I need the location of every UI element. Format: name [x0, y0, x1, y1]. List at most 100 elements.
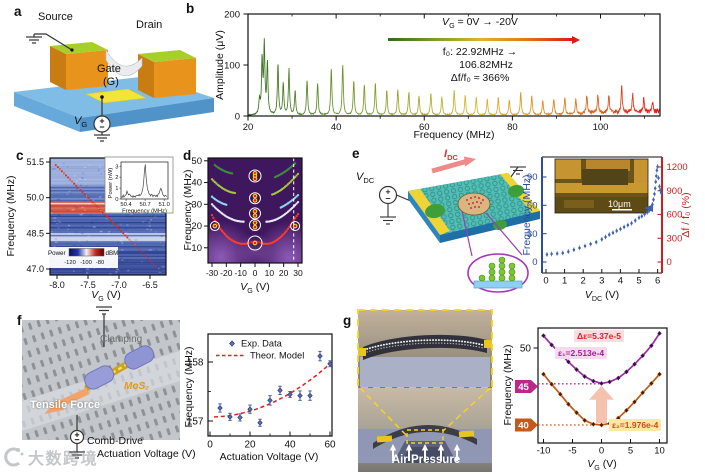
label-idc: IDC — [444, 148, 458, 163]
gate-electrode — [84, 88, 148, 104]
annotation-epsilon2: ε₂=1.976e-4 — [609, 419, 662, 431]
svg-text:20: 20 — [243, 122, 254, 133]
panel-e-ylabel-left: Frequency (MHz) — [521, 174, 533, 256]
svg-text:-30: -30 — [206, 268, 219, 278]
annotation-epsilon1: ε₁=2.513e-4 — [555, 347, 608, 359]
drumhead-schematic — [357, 309, 493, 472]
svg-text:10: 10 — [654, 446, 665, 457]
watermark: 大数跨境 — [2, 445, 98, 469]
svg-text:Power (nW): Power (nW) — [108, 168, 114, 199]
label-vg: VG — [74, 115, 88, 130]
svg-text:30: 30 — [527, 229, 538, 240]
suspended-membrane — [105, 48, 143, 77]
svg-text:30: 30 — [293, 268, 303, 278]
svg-text:5: 5 — [636, 276, 641, 287]
svg-text:0: 0 — [115, 197, 118, 203]
panel-e-label: e — [352, 146, 360, 161]
scale-bar — [612, 209, 632, 211]
panel-d-ylabel: Frequency (MHz) — [182, 169, 194, 251]
panel-e: 10μm 0 30 60 90 0 300 600 900 1200 0 1 2 3 4 5 6 e VDC … — [350, 145, 705, 303]
svg-text:10: 10 — [191, 243, 202, 254]
panel-c-xlabel: VG (V) — [91, 289, 121, 304]
svg-text:-7.0: -7.0 — [111, 280, 127, 290]
svg-text:157: 157 — [187, 417, 204, 428]
svg-text:-100: -100 — [80, 260, 92, 266]
comb-drive-chart: 157 158 0 20 40 60 Exp. Data Theor. Model — [22, 306, 336, 459]
mode-map-colormap: -30 -20 -10 0 10 20 30 10 20 30 40 50 — [191, 156, 303, 278]
lattice-dots — [466, 196, 484, 209]
panel-b-xlabel: Frequency (MHz) — [413, 129, 495, 141]
svg-text:dBM: dBM — [106, 250, 119, 257]
svg-text:2: 2 — [581, 276, 586, 287]
gate-tuning-colormap: 51.5 50.0 48.5 47.0 -8.0 -7.5 -7.0 -6.5 0 1 2 3 50.4… — [26, 156, 174, 290]
pillars — [478, 256, 516, 282]
device-schematic-e — [378, 156, 540, 293]
svg-text:50.0: 50.0 — [26, 193, 44, 203]
svg-text:40: 40 — [331, 122, 342, 133]
scale-bar-label: 10μm — [608, 199, 631, 209]
panel-c-label: c — [16, 148, 24, 163]
svg-text:80: 80 — [507, 122, 518, 133]
micrograph-inset: 10μm — [554, 158, 649, 214]
panel-f-ylabel: Frequency (MHz) — [183, 346, 195, 428]
svg-text:50.4: 50.4 — [120, 202, 132, 208]
svg-text:6: 6 — [655, 276, 660, 287]
svg-text:60: 60 — [527, 201, 538, 212]
svg-text:-10: -10 — [235, 268, 248, 278]
svg-text:5: 5 — [628, 446, 633, 457]
svg-text:900: 900 — [667, 186, 683, 197]
annotation-vg-sweep: VG = 0V → -20V — [442, 16, 518, 31]
spectrum-chart: 20 40 60 80 100 0 100 200 — [224, 9, 661, 133]
svg-text:2: 2 — [115, 175, 118, 181]
svg-text:1: 1 — [562, 276, 567, 287]
svg-text:30: 30 — [191, 199, 202, 210]
panel-g-xlabel: VG (V) — [587, 458, 617, 473]
svg-text:Exp. Data: Exp. Data — [241, 339, 283, 349]
svg-text:0: 0 — [599, 446, 604, 457]
svg-text:1200: 1200 — [667, 162, 688, 173]
panel-g-label: g — [343, 313, 352, 328]
annotation-delta-epsilon: Δε=5.37e-5 — [574, 330, 624, 342]
panel-c: 51.5 50.0 48.5 47.0 -8.0 -7.5 -7.0 -6.5 0 1 2 3 50.4… — [0, 145, 175, 303]
svg-text:-8.0: -8.0 — [49, 280, 65, 290]
svg-text:0: 0 — [207, 440, 213, 451]
svg-text:158: 158 — [187, 358, 204, 369]
annotation-tuning-ratio: Δf/f₀ ≈ 366% — [450, 72, 510, 84]
svg-text:50.7: 50.7 — [139, 202, 150, 208]
label-source: Source — [38, 11, 73, 23]
panel-e-ylabel-right: Δf / f₀ (%) — [680, 192, 692, 238]
svg-text:Power: Power — [48, 250, 66, 257]
svg-text:300: 300 — [667, 233, 683, 244]
label-mos2: MoS₂ — [124, 381, 149, 392]
svg-text:0: 0 — [532, 257, 537, 268]
svg-text:50: 50 — [520, 343, 532, 354]
svg-text:0: 0 — [543, 276, 548, 287]
panel-b-label: b — [186, 1, 195, 16]
label-gate-g: (G) — [103, 76, 119, 88]
panel-d-xlabel: VG (V) — [240, 281, 270, 296]
watermark-text: 大数跨境 — [28, 451, 99, 468]
mems-schematic — [22, 306, 180, 459]
panel-c-ylabel: Frequency (MHz) — [5, 175, 17, 257]
panel-b: 20 40 60 80 100 0 100 200 b Amplitude (μV) Freq… — [184, 0, 705, 145]
svg-text:10: 10 — [265, 268, 275, 278]
label-tensile-force: Tensile Force — [30, 399, 101, 411]
svg-text:-7.5: -7.5 — [80, 280, 96, 290]
svg-text:-20: -20 — [220, 268, 233, 278]
panel-g: -10 -5 0 5 10 50 45 40 g Air Pressure Frequency… — [343, 303, 705, 474]
svg-text:51.0: 51.0 — [159, 202, 170, 208]
svg-text:-120: -120 — [64, 260, 76, 266]
label-actuation-voltage: Actuation Voltage (V) — [97, 448, 196, 460]
svg-text:20: 20 — [244, 440, 256, 451]
svg-text:50: 50 — [191, 156, 202, 167]
svg-text:20: 20 — [191, 221, 202, 232]
svg-text:3: 3 — [599, 276, 604, 287]
svg-text:0: 0 — [235, 111, 240, 122]
svg-text:-10: -10 — [537, 446, 551, 457]
svg-text:200: 200 — [224, 9, 240, 20]
svg-text:600: 600 — [667, 210, 683, 221]
svg-text:-80: -80 — [96, 260, 104, 266]
label-vdc: VDC — [356, 171, 375, 186]
